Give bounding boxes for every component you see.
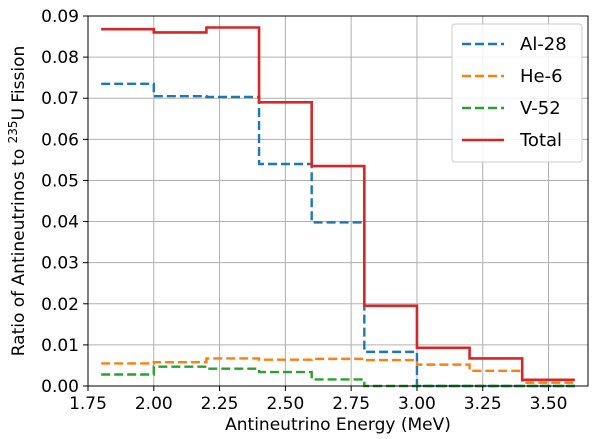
y-tick-label: 0.03 (41, 254, 79, 274)
series-line-v-52 (101, 365, 575, 388)
y-axis-ticks: 0.00 0.01 0.02 0.03 0.04 0.05 0.06 0.07 0.08 0.09 (41, 7, 88, 397)
y-axis-label-suffix: U Fission (9, 46, 29, 121)
x-axis-ticks: 1.75 2.00 2.25 2.50 2.75 3.00 3.25 3.50 (69, 386, 567, 414)
legend-item: Total (462, 130, 562, 151)
legend-item: He-6 (462, 66, 563, 87)
y-tick-label: 0.09 (41, 7, 79, 27)
legend: Al-28 He-6 V-52 Total (451, 23, 583, 163)
y-axis-label: Ratio of Antineutrinos to 235U Fission (6, 46, 29, 357)
x-tick-label: 3.50 (530, 394, 568, 414)
legend-label: Al-28 (520, 34, 567, 55)
series-line-he-6 (101, 357, 575, 384)
x-tick-label: 2.75 (332, 394, 370, 414)
y-tick-label: 0.04 (41, 213, 79, 233)
x-tick-label: 2.50 (266, 394, 304, 414)
y-tick-label: 0.00 (41, 377, 79, 397)
x-tick-label: 2.25 (201, 394, 239, 414)
y-axis-label-superscript: 235 (6, 120, 20, 143)
legend-label: He-6 (520, 66, 563, 87)
y-axis-label-prefix: Ratio of Antineutrinos to (9, 143, 29, 356)
legend-label: V-52 (520, 98, 561, 119)
x-axis-label: Antineutrino Energy (MeV) (225, 415, 451, 435)
y-tick-label: 0.02 (41, 295, 79, 315)
y-tick-label: 0.07 (41, 89, 79, 109)
legend-item: Al-28 (462, 34, 567, 55)
x-tick-label: 3.25 (464, 394, 502, 414)
y-tick-label: 0.01 (41, 336, 79, 356)
legend-box (451, 23, 583, 163)
y-tick-label: 0.06 (41, 130, 79, 150)
x-tick-label: 1.75 (69, 394, 107, 414)
legend-item: V-52 (462, 98, 561, 119)
plot-frame (87, 15, 589, 387)
series-line-total (101, 26, 575, 382)
x-tick-label: 2.00 (135, 394, 173, 414)
x-tick-label: 3.00 (398, 394, 436, 414)
y-tick-label: 0.05 (41, 171, 79, 191)
legend-label: Total (519, 130, 562, 151)
y-tick-label: 0.08 (41, 48, 79, 68)
